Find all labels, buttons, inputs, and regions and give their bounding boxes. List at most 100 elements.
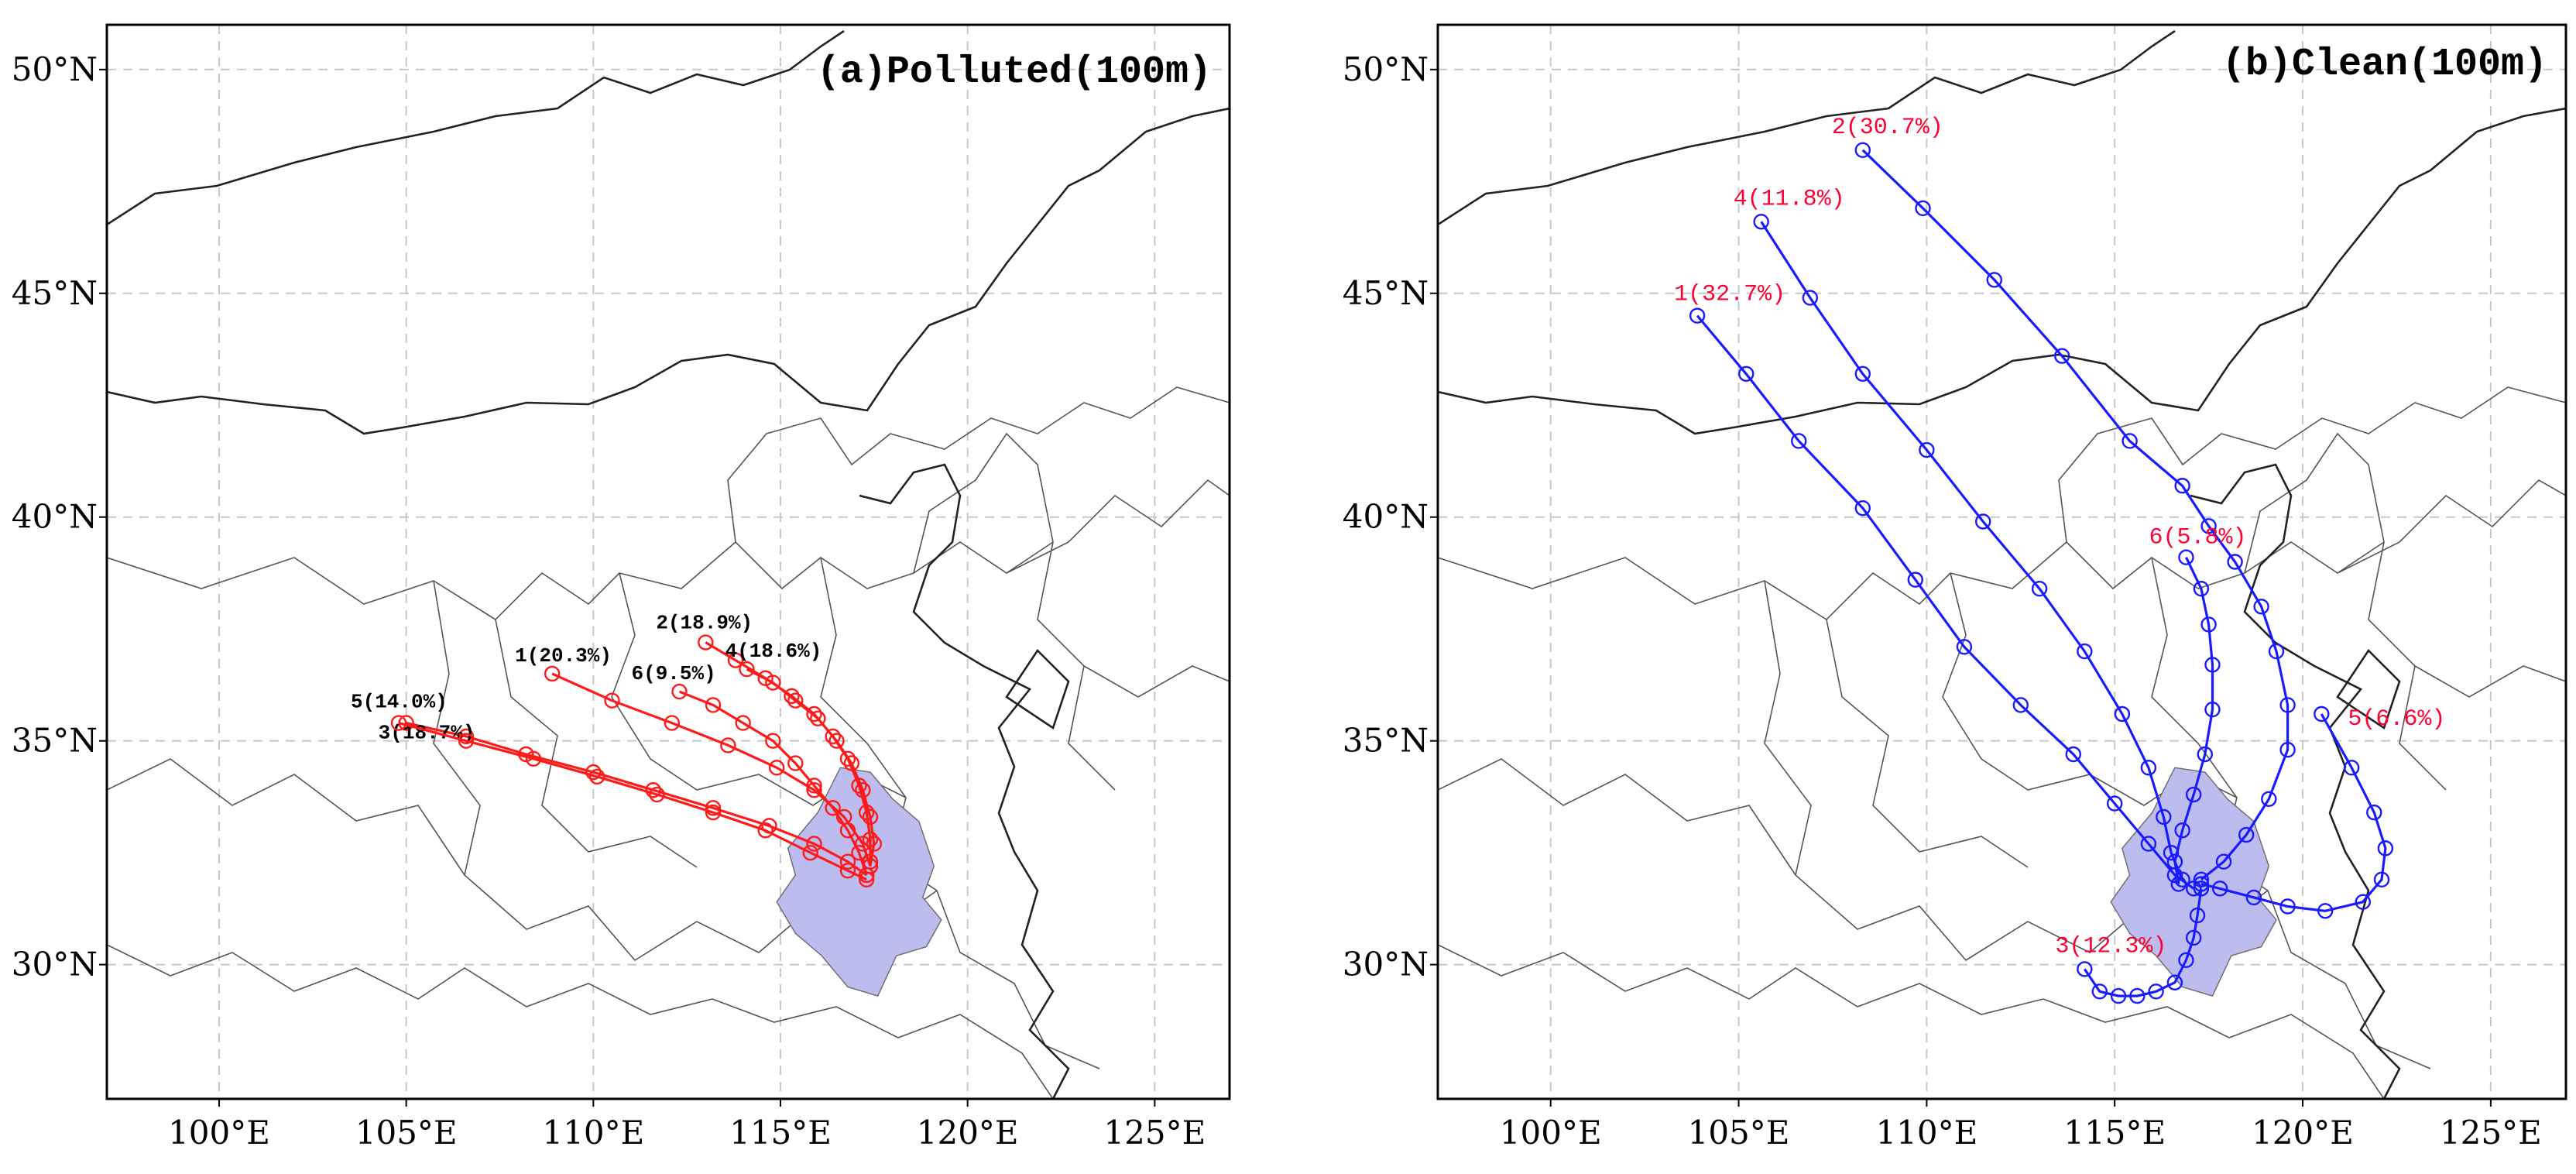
trajectory-point (2185, 929, 2202, 946)
trajectory-point (2253, 599, 2269, 615)
trajectory-point (2077, 643, 2093, 660)
trajectory-point (458, 728, 475, 745)
trajectory-label: 4(18.6%) (725, 640, 822, 663)
lat-tick-label: 45°N (1343, 274, 1429, 312)
trajectory-line (678, 690, 868, 876)
trajectory-4: 4(11.8%) (1734, 186, 2190, 888)
trajectory-6: 6(9.5%) (632, 662, 875, 884)
trajectory-line (1861, 149, 2290, 881)
trajectory-point (2366, 804, 2382, 821)
panel-title-b: (b)Clean(100m) (2222, 43, 2547, 87)
coastline-b (1438, 29, 2566, 1099)
lon-tick-label: 120°E (917, 1114, 1019, 1152)
trajectory-label: 3(12.3%) (2055, 933, 2166, 959)
trajectory-point (2140, 836, 2157, 852)
trajectory-point (739, 661, 755, 678)
lat-tick-label: 35°N (12, 722, 98, 760)
trajectory-point (2065, 746, 2081, 763)
lat-tick-label: 35°N (1343, 722, 1429, 760)
trajectory-point (671, 683, 688, 700)
trajectory-point (2129, 987, 2146, 1004)
trajectory-point (1854, 366, 1871, 382)
trajectory-5: 5(14.0%) (351, 691, 875, 888)
lon-tick-label: 115°E (729, 1114, 832, 1152)
axis-ticks-b: 100°E 105°E 110°E 115°E 120°E 125°E 30°N 35°N 40… (1343, 50, 2542, 1152)
trajectory-point (757, 822, 773, 839)
trajectory-point (2193, 880, 2210, 897)
trajectory-point (604, 692, 620, 709)
lon-tick-label: 105°E (355, 1114, 458, 1152)
trajectory-point (2200, 616, 2217, 633)
trajectory-line (406, 722, 868, 877)
panel-a-polluted-map: 1(20.3%)2(18.9%)3(18.7%)4(18.6%)5(14.0%)… (12, 23, 1231, 1152)
trajectory-point (802, 844, 818, 861)
trajectory-point (2174, 871, 2190, 888)
trajectory-point (1791, 433, 1807, 449)
trajectory-point (1738, 366, 1754, 382)
trajectory-point (2140, 760, 2157, 776)
trajectory-point (839, 750, 856, 767)
trajectory-label: 6(5.8%) (2149, 525, 2246, 551)
trajectory-point (2114, 705, 2131, 723)
trajectory-point (2106, 795, 2123, 812)
trajectory-label: 2(30.7%) (1832, 115, 1943, 141)
trajectory-point (720, 737, 736, 753)
trajectory-point (1907, 572, 1923, 588)
trajectory-point (839, 822, 856, 839)
trajectory-point (2077, 961, 2093, 977)
map-frame-a (105, 23, 1231, 1100)
trajectory-5: 5(6.6%) (2193, 705, 2445, 919)
trajectory-label: 1(32.7%) (1674, 282, 1785, 308)
trajectory-point (1975, 513, 1991, 530)
trajectory-point (2193, 876, 2210, 892)
trajectory-point (735, 715, 751, 731)
lat-tick-label: 50°N (12, 50, 98, 88)
trajectory-point (843, 755, 860, 771)
lon-tick-label: 110°E (1875, 1114, 1977, 1152)
trajectory-point (2174, 478, 2190, 494)
trajectory-point (727, 652, 744, 668)
trajectory-point (2185, 786, 2202, 803)
lat-tick-label: 50°N (1343, 50, 1429, 88)
trajectory-point (2091, 983, 2108, 1000)
trajectory-point (1986, 272, 2002, 288)
trajectory-label: 5(6.6%) (2348, 706, 2445, 733)
trajectory-point (2314, 705, 2330, 723)
lon-tick-label: 115°E (2063, 1114, 2166, 1152)
trajectory-point (862, 808, 879, 826)
trajectory-point (2238, 826, 2255, 843)
trajectory-point (2373, 871, 2390, 888)
trajectory-point (525, 750, 542, 767)
trajectory-3: 3(12.3%) (2055, 880, 2210, 1004)
trajectory-label: 6(9.5%) (632, 662, 716, 685)
trajectory-point (810, 710, 826, 726)
trajectory-point (1854, 142, 1871, 159)
trajectory-point (2031, 580, 2048, 597)
lat-tick-label: 45°N (12, 274, 98, 312)
trajectory-point (2200, 518, 2217, 534)
trajectory-point (2174, 822, 2190, 839)
trajectory-line (2083, 888, 2203, 997)
trajectory-point (390, 715, 407, 731)
trajectory-point (664, 715, 681, 731)
trajectory-point (768, 760, 785, 776)
trajectory-point (2279, 697, 2296, 713)
trajectory-point (2215, 853, 2232, 870)
trajectory-point (765, 675, 781, 691)
trajectory-point (2148, 983, 2164, 1000)
trajectory-point (2377, 840, 2394, 856)
trajectory-point (806, 778, 822, 794)
lon-tick-label: 120°E (2252, 1114, 2354, 1152)
trajectories-a: 1(20.3%)2(18.9%)3(18.7%)4(18.6%)5(14.0%)… (351, 612, 883, 888)
trajectory-point (828, 733, 845, 749)
trajectory-point (2343, 760, 2360, 776)
trajectory-point (544, 665, 561, 682)
trajectories-b: 1(32.7%) 2(30.7%) 3(12.3%) 4(11.8%) 5(6.6%) 6… (1674, 115, 2445, 1004)
trajectory-point (2189, 907, 2206, 924)
trajectory-point (585, 764, 602, 781)
trajectory-point (1802, 290, 1819, 306)
trajectory-point (2012, 697, 2029, 713)
trajectory-point (1956, 639, 1973, 655)
trajectory-point (698, 634, 714, 651)
